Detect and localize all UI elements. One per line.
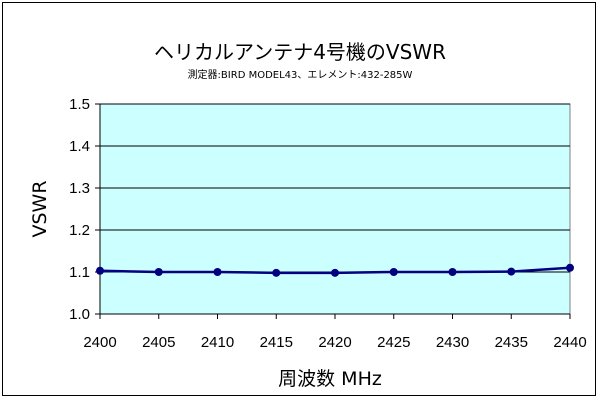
- y-tick-label: 1.3: [69, 180, 90, 197]
- y-tick-label: 1.2: [69, 222, 90, 239]
- data-point: [331, 268, 339, 277]
- y-axis-ticks: 1.0 1.1 1.2 1.3 1.4 1.5: [69, 96, 100, 323]
- x-tick-label: 2440: [553, 334, 586, 351]
- data-point: [566, 263, 574, 272]
- x-tick-label: 2420: [318, 334, 351, 351]
- data-point: [389, 268, 398, 276]
- x-axis-label: 周波数 MHz: [278, 368, 382, 390]
- y-tick-label: 1.0: [69, 306, 90, 323]
- grid-lines: [99, 103, 570, 315]
- x-tick-label: 2410: [201, 334, 234, 351]
- data-point: [448, 268, 457, 276]
- plot-area: [99, 103, 571, 315]
- series-layer: [96, 263, 574, 277]
- y-axis-label: VSWR: [29, 180, 51, 237]
- data-point: [96, 266, 104, 275]
- y-tick-label: 1.1: [69, 264, 90, 281]
- x-tick-label: 2425: [377, 334, 410, 351]
- x-tick-label: 2435: [495, 334, 528, 351]
- x-axis-ticks: 2400 2405 2410 2415 2420 2425 2430 2435 2440: [83, 314, 587, 351]
- data-point: [154, 268, 163, 276]
- x-tick-label: 2430: [436, 334, 469, 351]
- x-tick-label: 2400: [83, 334, 116, 351]
- chart-title: ヘリカルアンテナ4号機のVSWR: [154, 40, 446, 64]
- y-tick-label: 1.5: [69, 96, 90, 113]
- y-tick-label: 1.4: [69, 138, 90, 155]
- x-tick-label: 2405: [142, 334, 175, 351]
- data-point: [213, 268, 222, 276]
- data-point: [507, 267, 516, 276]
- x-tick-label: 2415: [260, 334, 293, 351]
- chart-subtitle: 測定器:BIRD MODEL43、エレメント:432-285W: [187, 70, 413, 81]
- data-point: [272, 268, 281, 277]
